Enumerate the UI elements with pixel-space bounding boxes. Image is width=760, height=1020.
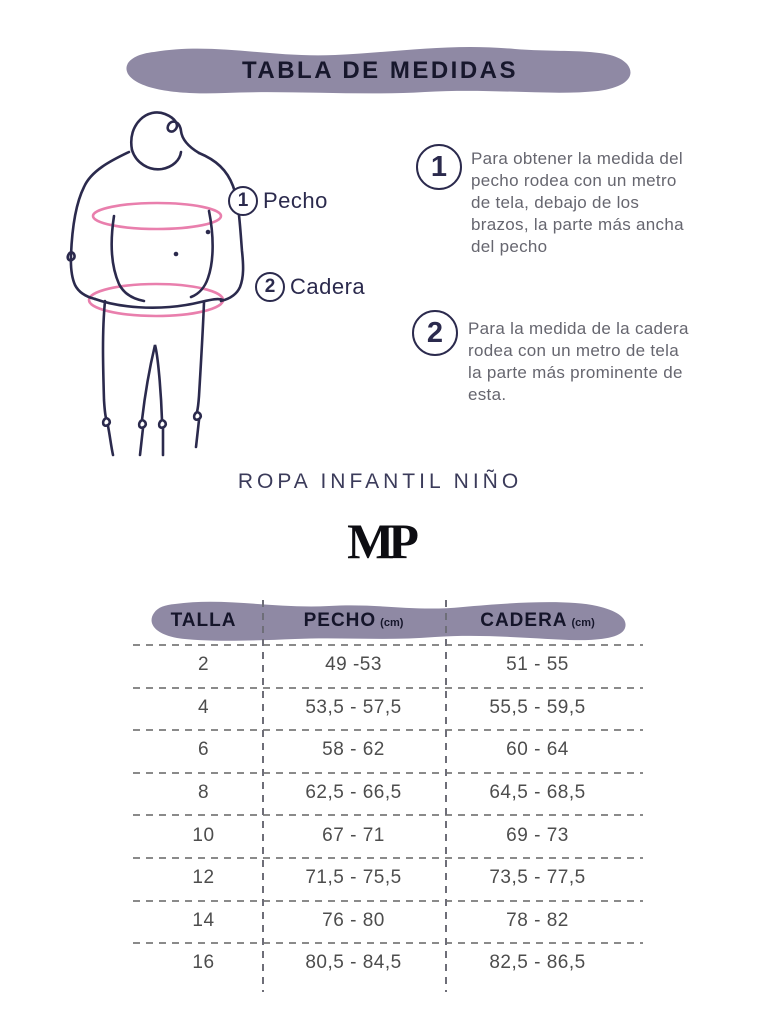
table-row: 6 58 - 62 60 - 64 xyxy=(133,729,643,772)
table-row: 14 76 - 80 78 - 82 xyxy=(133,899,643,943)
size-table: TALLA PECHO (cm) CADERA (cm) 2 49 -53 51… xyxy=(133,597,643,997)
circled-number-1-icon: 1 xyxy=(228,186,258,216)
ribbon-shape-icon xyxy=(126,46,631,94)
cell-cadera: 69 - 73 xyxy=(506,824,569,846)
cell-cadera: 51 - 55 xyxy=(506,654,569,676)
cell-cadera: 55,5 - 59,5 xyxy=(489,696,586,718)
cell-pecho: 49 -53 xyxy=(325,654,382,676)
cell-talla: 12 xyxy=(192,867,215,889)
table-header-blob xyxy=(145,597,631,644)
column-header-talla: TALLA xyxy=(145,597,262,644)
cell-talla: 14 xyxy=(192,909,215,931)
table-row: 10 67 - 71 69 - 73 xyxy=(133,814,643,857)
cell-pecho: 58 - 62 xyxy=(322,739,385,761)
header-label: PECHO xyxy=(303,609,377,631)
child-figure-illustration xyxy=(66,111,245,457)
header-unit: (cm) xyxy=(380,616,404,629)
instruction-2-text: Para la medida de la cadera rodea con un… xyxy=(468,319,689,404)
cell-talla: 4 xyxy=(197,696,210,718)
cell-cadera: 60 - 64 xyxy=(506,739,569,761)
section-title: ROPA INFANTIL NIÑO xyxy=(237,470,523,493)
instruction-1-text: Para obtener la medida del pecho rodea c… xyxy=(471,149,684,256)
cell-pecho: 76 - 80 xyxy=(322,909,385,931)
figure-outline xyxy=(66,111,245,457)
cell-talla: 6 xyxy=(197,739,210,761)
header-unit: (cm) xyxy=(571,616,595,629)
table-header-row: TALLA PECHO (cm) CADERA (cm) xyxy=(133,597,643,644)
cell-pecho: 62,5 - 66,5 xyxy=(305,782,402,804)
ribbon-shape-icon xyxy=(151,601,626,641)
cadera-label-text: Cadera xyxy=(290,274,366,299)
label-pecho: 1 Pecho xyxy=(228,186,328,216)
instruction-1-number-icon: 1 xyxy=(416,144,462,190)
page-title: TABLA DE MEDIDAS xyxy=(242,57,518,84)
cell-talla: 2 xyxy=(197,654,210,676)
circled-number-2-icon: 2 xyxy=(255,272,285,302)
cell-pecho: 80,5 - 84,5 xyxy=(305,952,402,974)
column-divider-2 xyxy=(445,600,447,992)
cell-cadera: 64,5 - 68,5 xyxy=(489,782,586,804)
chest-measure-line xyxy=(91,201,223,231)
header-ribbon-blob xyxy=(120,44,640,98)
instruction-2-number-icon: 2 xyxy=(412,310,458,356)
header-label: TALLA xyxy=(170,609,237,631)
table-row: 8 62,5 - 66,5 64,5 - 68,5 xyxy=(133,771,643,815)
cell-talla: 10 xyxy=(192,824,215,846)
table-row: 12 71,5 - 75,5 73,5 - 77,5 xyxy=(133,856,643,900)
brand-logo: MP xyxy=(347,513,419,569)
cell-cadera: 78 - 82 xyxy=(506,909,569,931)
cell-cadera: 73,5 - 77,5 xyxy=(489,867,586,889)
pecho-label-text: Pecho xyxy=(263,188,328,213)
cell-talla: 16 xyxy=(192,952,215,974)
column-header-pecho: PECHO (cm) xyxy=(262,597,445,644)
header-label: CADERA xyxy=(480,609,568,631)
table-row: 4 53,5 - 57,5 55,5 - 59,5 xyxy=(133,686,643,730)
cell-talla: 8 xyxy=(197,782,210,804)
label-cadera: 2 Cadera xyxy=(255,272,365,302)
table-row: 16 80,5 - 84,5 82,5 - 86,5 xyxy=(133,942,643,985)
table-row: 2 49 -53 51 - 55 xyxy=(133,644,643,687)
cell-pecho: 71,5 - 75,5 xyxy=(305,867,402,889)
cell-pecho: 53,5 - 57,5 xyxy=(305,696,402,718)
column-header-cadera: CADERA (cm) xyxy=(445,597,630,644)
table-body: 2 49 -53 51 - 55 4 53,5 - 57,5 55,5 - 59… xyxy=(133,644,643,985)
cell-cadera: 82,5 - 86,5 xyxy=(489,952,586,974)
column-divider-1 xyxy=(262,600,264,992)
cell-pecho: 67 - 71 xyxy=(322,824,385,846)
